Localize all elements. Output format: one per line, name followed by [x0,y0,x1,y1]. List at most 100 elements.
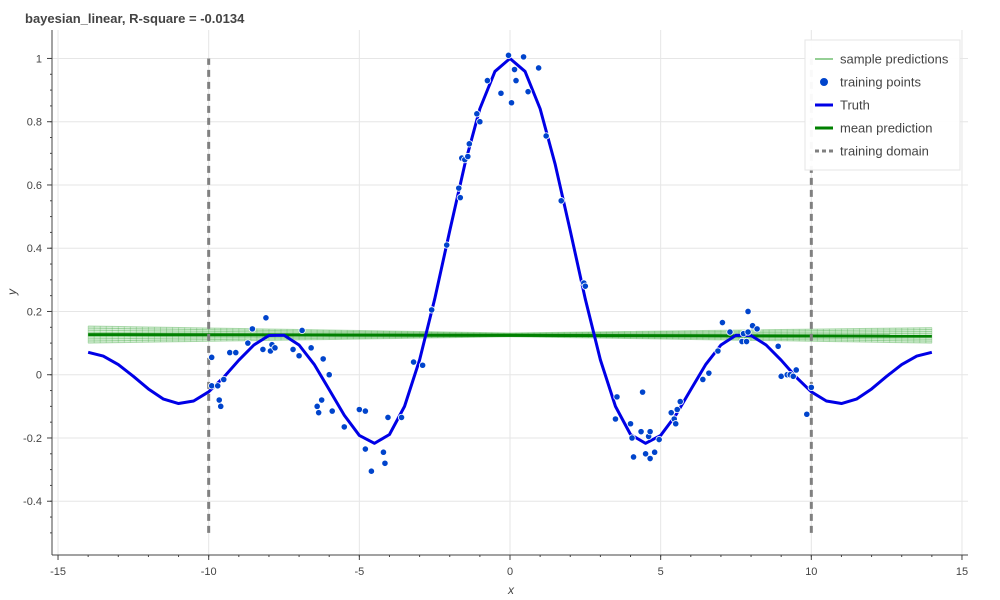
training-point [705,369,713,377]
mean-prediction-group [88,333,932,338]
training-point [220,375,228,384]
training-point [637,428,645,436]
legend-label: mean prediction [840,121,933,136]
training-point [667,409,675,417]
training-point [651,448,659,456]
training-point [655,435,663,444]
training-point [641,450,650,458]
chart-title: bayesian_linear, R-square = -0.0134 [25,11,245,26]
training-point [777,372,785,380]
training-point [789,372,797,380]
training-point [289,345,297,354]
training-point [295,352,303,360]
x-tick-label: 5 [658,566,664,578]
training-point [361,407,369,415]
training-point [504,51,513,59]
training-point [259,345,267,354]
training-point [340,423,348,431]
training-point [507,99,516,107]
training-point [208,382,216,390]
training-point [315,409,323,417]
training-points-group [208,51,815,475]
training-point [483,77,492,85]
training-point [226,348,234,357]
x-tick-label: 10 [805,566,817,578]
y-tick-label: -0.2 [23,433,42,445]
training-point [262,314,270,322]
training-point [646,454,654,463]
y-tick-label: 0.4 [27,243,42,255]
training-point [699,375,707,384]
training-point [626,420,635,428]
training-point [557,197,565,205]
training-point [581,282,589,290]
legend: sample predictions training points Truth me… [804,39,961,171]
training-point [419,361,427,369]
training-point [464,152,472,161]
training-point [325,371,333,379]
training-point [318,396,326,404]
legend-label: training domain [840,144,929,159]
training-point [397,413,406,422]
training-point [676,398,684,406]
training-point [613,393,621,401]
training-point [208,353,216,361]
sample-prediction-line-8 [88,325,932,334]
training-point [409,358,418,366]
training-point [638,388,647,396]
training-point [542,132,550,140]
training-point [673,405,681,414]
x-tick-label: -10 [201,566,217,578]
y-tick-label: 0.2 [27,306,42,318]
training-point [443,241,451,249]
legend-label: Truth [840,98,870,113]
training-point [744,307,752,316]
training-point [519,53,528,61]
training-point [524,88,532,96]
training-point [232,348,240,357]
training-point [217,402,225,410]
x-tick-label: -5 [354,566,364,578]
legend-swatch-training-points [819,77,829,87]
x-ticks: -15 -10 -5 0 5 10 15 [50,555,968,578]
training-point [510,65,519,74]
training-point [753,325,761,333]
training-point [456,194,464,202]
training-point [319,355,327,363]
training-point [628,434,636,442]
x-tick-label: 15 [956,566,968,578]
training-point [611,415,620,423]
training-point [313,402,321,410]
training-point [672,420,680,428]
training-point [244,339,252,347]
training-point [726,328,734,336]
training-point [455,184,463,192]
training-point [742,337,751,346]
training-point [535,64,543,72]
legend-label: training points [840,75,921,90]
training-point [379,448,388,456]
x-axis-label: x [507,583,515,597]
sample-prediction-line-7 [88,327,932,334]
training-point [355,405,363,414]
training-point [271,344,279,352]
training-point [807,383,815,391]
y-tick-label: 0.8 [27,117,42,129]
training-point [384,413,392,422]
training-point [646,428,654,436]
training-point [248,325,256,333]
y-tick-label: 0.6 [27,180,42,192]
x-tick-label: -15 [50,566,66,578]
y-tick-label: 1 [36,53,42,65]
training-point [214,382,222,390]
training-point [328,407,336,415]
training-point [714,347,722,355]
training-point [428,306,436,314]
training-point [744,328,752,336]
training-point [465,140,473,148]
training-point [476,118,484,126]
training-point [803,410,811,418]
training-point [473,110,481,118]
training-point [512,77,520,85]
